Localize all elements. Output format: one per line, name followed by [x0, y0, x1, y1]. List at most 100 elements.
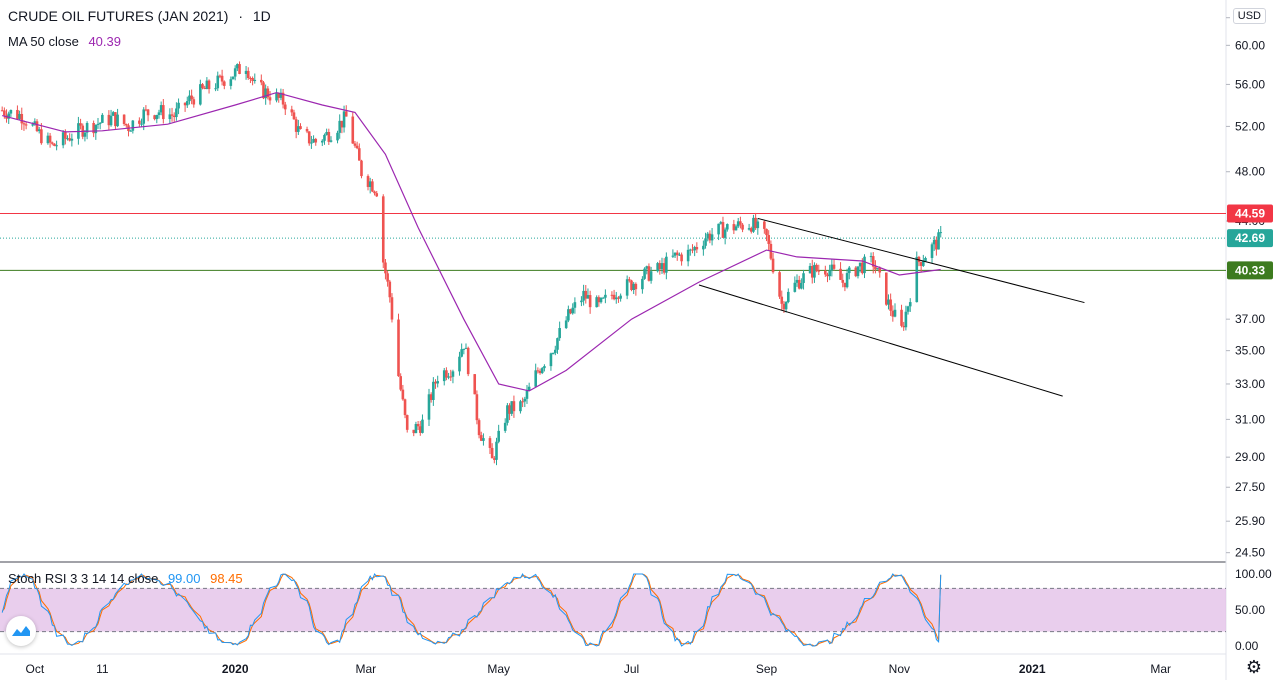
candle-body: [845, 273, 849, 288]
candle-body: [493, 458, 496, 460]
candle-body: [53, 143, 56, 146]
candle-body: [46, 135, 50, 144]
candle-body: [754, 217, 757, 229]
candle-body: [399, 376, 402, 390]
x-tick-label: May: [487, 662, 510, 676]
ma-legend[interactable]: MA 50 close 40.39: [8, 34, 127, 49]
candle-body: [329, 140, 333, 142]
gear-icon[interactable]: ⚙: [1245, 657, 1262, 677]
candle-body: [3, 110, 6, 116]
candle-body: [144, 109, 148, 111]
candle-body: [31, 124, 34, 126]
candle-body: [218, 75, 222, 77]
candle-body: [939, 232, 943, 234]
candle-body: [708, 233, 712, 241]
candle-body: [477, 420, 481, 436]
candle-body: [281, 92, 285, 105]
candle-body: [432, 381, 435, 400]
candle-body: [847, 267, 851, 274]
candle-body: [839, 268, 842, 280]
candle-body: [571, 307, 575, 314]
candle-body: [686, 249, 690, 262]
candle-body: [673, 252, 677, 256]
price-tag: [1227, 204, 1273, 223]
candle-body: [381, 196, 385, 263]
candle-body: [893, 309, 897, 317]
candle-body: [249, 78, 252, 80]
candle-body: [131, 120, 135, 131]
candle-body: [16, 109, 19, 119]
y-tick-label: 52.00: [1235, 119, 1265, 133]
candle-body: [244, 70, 248, 74]
candle-body: [538, 370, 542, 374]
candle-body: [780, 296, 784, 304]
trendline[interactable]: [698, 284, 1063, 397]
candle-body: [678, 254, 681, 256]
candle-body: [434, 381, 437, 384]
candle-body: [371, 181, 374, 192]
candle-body: [887, 299, 890, 305]
candle-body: [843, 282, 847, 288]
candle-body: [418, 426, 422, 433]
stoch-tick-label: 0.00: [1235, 639, 1259, 653]
candle-body: [671, 255, 675, 257]
price-tag-label: 42.69: [1235, 231, 1265, 245]
candle-body: [765, 228, 768, 236]
candle-body: [734, 226, 738, 231]
candle-body: [900, 309, 903, 326]
candle-body: [207, 80, 211, 90]
candle-body: [536, 370, 540, 372]
candle-body: [553, 349, 557, 353]
candle-body: [558, 328, 561, 339]
candle-body: [37, 129, 41, 132]
candle-body: [449, 376, 453, 378]
candle-body: [222, 81, 226, 86]
y-tick-label: 48.00: [1235, 165, 1265, 179]
candle-body: [634, 283, 638, 290]
candle-body: [390, 297, 394, 320]
candle-body: [358, 148, 361, 161]
candle-body: [386, 273, 389, 282]
stoch-k-value: 99.00: [167, 571, 201, 586]
candle-body: [109, 115, 113, 126]
candle-body: [527, 386, 531, 391]
candle-body: [706, 233, 710, 239]
candle-body: [756, 221, 760, 229]
stoch-legend[interactable]: Stoch RSI 3 3 14 14 close 99.00 98.45: [8, 571, 249, 586]
candle-body: [344, 111, 348, 117]
x-tick-label: 11: [96, 662, 109, 676]
candle-body: [314, 138, 318, 143]
candle-body: [802, 273, 805, 283]
trendline[interactable]: [757, 217, 1085, 304]
candle-body: [458, 356, 461, 372]
candle-body: [604, 294, 607, 298]
candle-body: [290, 109, 294, 113]
y-tick-label: 56.00: [1235, 77, 1265, 91]
currency-button[interactable]: USD: [1232, 8, 1266, 24]
candle-body: [495, 441, 498, 460]
candle-body: [614, 297, 618, 300]
price-tag-label: 44.59: [1235, 206, 1265, 220]
y-tick-label: 25.90: [1235, 514, 1265, 528]
candle-body: [586, 295, 590, 299]
candle-body: [231, 76, 235, 80]
candle-body: [7, 113, 11, 119]
candle-body: [264, 88, 267, 99]
tradingview-logo-icon[interactable]: [6, 616, 36, 646]
candle-body: [170, 114, 174, 116]
candle-body: [649, 271, 653, 281]
candle-body: [510, 401, 514, 414]
candle-body: [466, 347, 470, 375]
candle-body: [497, 430, 500, 442]
price-tag: [1227, 261, 1273, 280]
candle-body: [932, 239, 936, 245]
candle-body: [360, 160, 363, 177]
candle-body: [320, 140, 324, 143]
candle-body: [543, 366, 546, 369]
candle-body: [891, 310, 895, 317]
candle-body: [556, 338, 559, 350]
candle-body: [312, 138, 315, 143]
candle-body: [739, 221, 742, 225]
x-tick-label: Sep: [756, 662, 778, 676]
